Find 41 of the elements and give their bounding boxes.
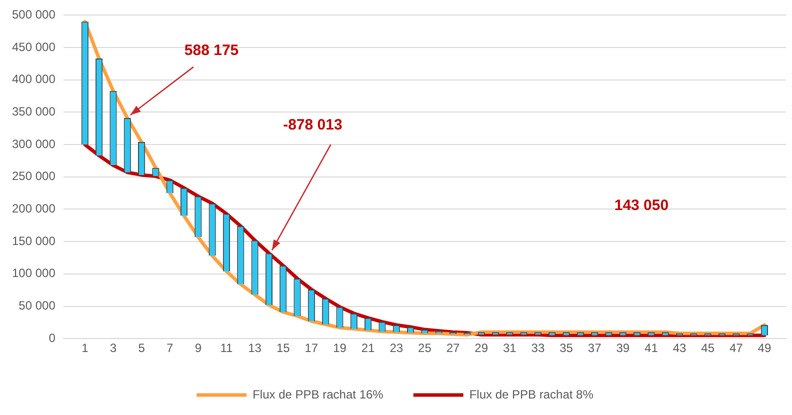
annotation: -878 013: [283, 116, 342, 134]
x-tick-label: 31: [502, 341, 517, 356]
y-tick-label: 350 000: [12, 104, 56, 119]
x-tick-label: 11: [220, 341, 234, 356]
x-tick-label: 1: [82, 341, 89, 356]
y-tick-label: 150 000: [12, 234, 56, 248]
x-tick-label: 5: [138, 341, 146, 356]
y-tick-label: 200 000: [12, 202, 56, 216]
x-tick-label: 23: [390, 341, 404, 356]
x-tick-label: 41: [644, 341, 658, 356]
x-tick-label: 49: [758, 341, 772, 356]
x-tick-label: 33: [531, 341, 545, 356]
x-tick-label: 7: [166, 341, 174, 356]
x-tick-label: 21: [361, 341, 376, 356]
x-tick-label: 29: [474, 341, 488, 356]
x-tick-label: 13: [248, 341, 262, 356]
legend-label: Flux de PPB rachat 8%: [469, 387, 594, 402]
x-tick-label: 45: [701, 341, 715, 356]
annotation: 143 050: [614, 197, 669, 214]
x-tick-label: 25: [418, 341, 432, 356]
x-tick-label: 47: [729, 341, 744, 356]
x-tick-label: 3: [110, 341, 117, 356]
y-tick-label: 400 000: [12, 72, 56, 86]
x-tick-label: 9: [194, 341, 202, 356]
x-tick-label: 37: [588, 341, 602, 356]
y-tick-label: 50 000: [18, 298, 56, 313]
y-tick-label: 0: [48, 330, 56, 345]
annotation: 588 175: [184, 42, 239, 59]
x-tick-label: 35: [560, 341, 574, 356]
x-tick-label: 27: [446, 341, 460, 356]
y-tick-label: 300 000: [12, 136, 56, 151]
x-tick-label: 43: [672, 341, 687, 356]
x-tick-label: 17: [304, 341, 318, 356]
x-tick-label: 19: [333, 341, 347, 356]
y-tick-label: 500 000: [12, 8, 56, 22]
y-tick-label: 100 000: [12, 266, 56, 280]
x-tick-label: 39: [616, 341, 630, 356]
y-tick-label: 450 000: [12, 40, 56, 54]
y-tick-label: 250 000: [12, 169, 56, 184]
legend-label: Flux de PPB rachat 16%: [252, 387, 384, 402]
x-tick-label: 15: [276, 341, 290, 356]
